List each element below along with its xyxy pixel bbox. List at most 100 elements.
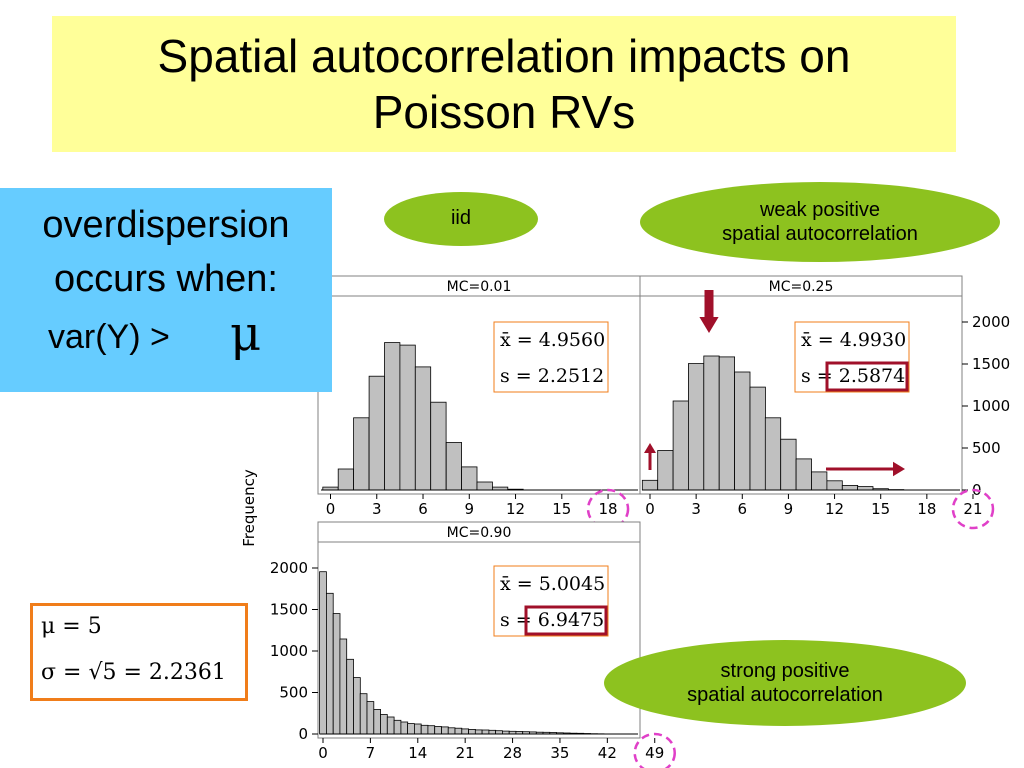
weak-autocorrelation-label: weak positive spatial autocorrelation <box>640 182 1000 262</box>
histogram-bar <box>434 726 442 735</box>
histogram-bar <box>353 677 361 735</box>
histogram-bar <box>427 725 436 735</box>
y-tick-label: 1500 <box>270 601 308 619</box>
slide-title: Spatial autocorrelation impacts on Poiss… <box>158 28 851 140</box>
x-tick-label: 6 <box>738 500 748 518</box>
x-tick-label: 3 <box>372 500 382 518</box>
panel-title: MC=0.01 <box>447 279 512 295</box>
mean-label: x̄ = 5.0045 <box>500 573 605 595</box>
histogram-bar <box>672 400 689 491</box>
histogram-bar <box>764 417 782 491</box>
up-arrow <box>644 443 656 470</box>
x-tick-label: 15 <box>871 500 890 518</box>
sd-highlight-box <box>825 361 909 392</box>
histogram-bar <box>339 638 348 735</box>
histogram-bar <box>373 709 381 735</box>
panel-title: MC=0.90 <box>447 525 512 541</box>
histogram-bar <box>346 658 354 735</box>
histogram-bar <box>325 592 334 735</box>
strong-label-line-1: strong positive <box>720 660 850 682</box>
iid-label: iid <box>384 192 538 246</box>
histogram-bar <box>366 701 375 735</box>
histogram-bar <box>441 726 449 735</box>
histogram-bar <box>368 375 385 491</box>
histogram-bar <box>734 371 751 491</box>
histogram-bar <box>474 729 483 735</box>
title-banner: Spatial autocorrelation impacts on Poiss… <box>52 16 956 152</box>
histogram-bar <box>384 342 401 491</box>
x-tick-label: 0 <box>326 500 336 518</box>
histogram-bar <box>461 466 478 491</box>
x-tick-label: 3 <box>691 500 701 518</box>
histogram-bar <box>811 471 828 491</box>
y-tick-label: 500 <box>972 439 1001 457</box>
histogram-bar <box>359 693 368 735</box>
histogram-bar <box>386 716 395 735</box>
histogram-bar <box>718 356 736 491</box>
mean-label: x̄ = 4.9560 <box>500 329 605 351</box>
strong-autocorrelation-label: strong positive spatial autocorrelation <box>604 640 966 726</box>
stats-box <box>493 565 609 637</box>
x-tick-label: 12 <box>506 500 525 518</box>
callout-line-2: occurs when: <box>54 258 278 300</box>
histogram-bar <box>641 479 659 491</box>
histogram-bar <box>445 442 463 491</box>
y-tick-label: 0 <box>298 725 308 743</box>
histogram-bar <box>407 723 415 735</box>
histogram-bar <box>780 438 797 491</box>
histogram-bar <box>399 344 416 491</box>
y-tick-label: 500 <box>279 684 308 702</box>
sd-label: s = 2.5874 <box>801 365 905 387</box>
x-tick-label: 0 <box>318 744 328 762</box>
x-tick-label: 6 <box>418 500 428 518</box>
y-tick-label: 1500 <box>972 355 1010 373</box>
histogram-bar <box>488 729 497 735</box>
max-value-dashed-circle <box>951 488 995 530</box>
sd-highlight-box <box>524 605 608 636</box>
sd-label: s = 6.9475 <box>500 609 604 631</box>
y-tick-label: 1000 <box>270 642 308 660</box>
mean-label: x̄ = 4.9930 <box>801 329 906 351</box>
histogram-bar <box>749 386 766 491</box>
x-tick-label: 49 <box>645 744 664 762</box>
y-tick-label: 2000 <box>270 559 308 577</box>
y-axis-label: Frequency <box>240 469 258 547</box>
mu-symbol: μ <box>230 306 262 362</box>
callout-line-1: overdispersion <box>42 204 290 246</box>
histogram-bar <box>795 458 812 491</box>
y-tick-label: 2000 <box>972 313 1010 331</box>
histogram-bar <box>380 714 388 735</box>
callout-line-3: var(Y) > <box>48 318 170 356</box>
histogram-bar <box>841 484 859 491</box>
poisson-parameters-box: μ = 5 σ = √5 = 2.2361 <box>30 603 248 701</box>
x-tick-label: 21 <box>963 500 982 518</box>
histogram-bar <box>400 721 409 735</box>
histogram-bar <box>337 468 355 491</box>
title-line-1: Spatial autocorrelation impacts on <box>157 30 851 82</box>
histogram-bar <box>826 480 843 491</box>
stats-box <box>493 321 609 393</box>
sigma-equation: σ = √5 = 2.2361 <box>41 660 226 685</box>
x-tick-label: 21 <box>456 744 475 762</box>
histogram-bar <box>468 729 476 735</box>
histogram-bar <box>454 727 463 735</box>
overdispersion-callout: overdispersion occurs when: var(Y) > μ <box>0 188 332 392</box>
histogram-bar <box>393 719 402 735</box>
x-tick-label: 9 <box>784 500 794 518</box>
x-tick-label: 14 <box>408 744 427 762</box>
y-tick-label: 1000 <box>972 397 1010 415</box>
x-tick-label: 7 <box>366 744 376 762</box>
x-tick-label: 35 <box>550 744 569 762</box>
title-line-2: Poisson RVs <box>372 86 636 138</box>
x-tick-label: 0 <box>645 500 655 518</box>
x-tick-label: 28 <box>503 744 522 762</box>
histogram-bar <box>353 417 370 491</box>
x-tick-label: 18 <box>599 500 618 518</box>
histogram-bar <box>703 355 720 491</box>
histogram-bar <box>413 723 422 735</box>
weak-label-line-2: spatial autocorrelation <box>722 223 918 245</box>
histogram-bar <box>447 727 456 735</box>
histogram-bar <box>688 363 705 491</box>
x-tick-label: 42 <box>598 744 617 762</box>
